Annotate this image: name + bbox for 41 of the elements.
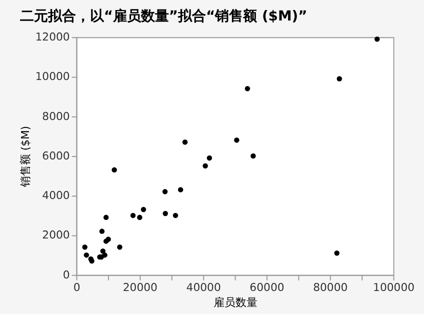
chart-title: 二元拟合，以“雇员数量”拟合“销售额 ($M)” bbox=[20, 7, 308, 24]
y-tick-label: 10000 bbox=[35, 70, 70, 84]
y-tick-label: 8000 bbox=[42, 110, 70, 123]
point bbox=[100, 248, 106, 254]
point bbox=[178, 187, 184, 192]
y-tick-label: 4000 bbox=[42, 189, 70, 202]
y-tick-label: 0 bbox=[62, 268, 70, 282]
point bbox=[99, 228, 105, 234]
point bbox=[206, 155, 212, 161]
point bbox=[374, 36, 380, 42]
point bbox=[162, 210, 168, 216]
point bbox=[234, 138, 240, 143]
x-axis-title: 雇员数量 bbox=[213, 296, 258, 310]
point bbox=[112, 167, 117, 172]
point bbox=[82, 244, 88, 250]
point bbox=[250, 153, 256, 159]
y-tick-label: 2000 bbox=[42, 228, 70, 242]
point bbox=[84, 252, 90, 258]
point bbox=[117, 244, 122, 250]
point bbox=[162, 189, 168, 194]
x-tick-label: 20000 bbox=[122, 281, 158, 294]
x-tick-label: 0 bbox=[73, 281, 80, 294]
point bbox=[172, 212, 178, 218]
x-tick-label: 80000 bbox=[313, 281, 348, 294]
point bbox=[202, 163, 208, 169]
point bbox=[137, 214, 142, 220]
point bbox=[336, 76, 342, 82]
y-tick-label: 6000 bbox=[42, 149, 70, 162]
point bbox=[140, 206, 146, 212]
point bbox=[182, 140, 188, 145]
point bbox=[102, 252, 108, 258]
point bbox=[130, 212, 136, 218]
point bbox=[244, 86, 250, 92]
point bbox=[106, 236, 111, 242]
y-axis-title: 销售额 ($M) bbox=[19, 126, 32, 188]
x-tick-label: 40000 bbox=[186, 281, 221, 294]
x-tick-label: 100000 bbox=[373, 281, 415, 294]
x-tick-label: 60000 bbox=[250, 281, 284, 294]
point bbox=[334, 250, 340, 256]
y-tick-label: 12000 bbox=[35, 30, 70, 44]
point bbox=[103, 214, 109, 220]
